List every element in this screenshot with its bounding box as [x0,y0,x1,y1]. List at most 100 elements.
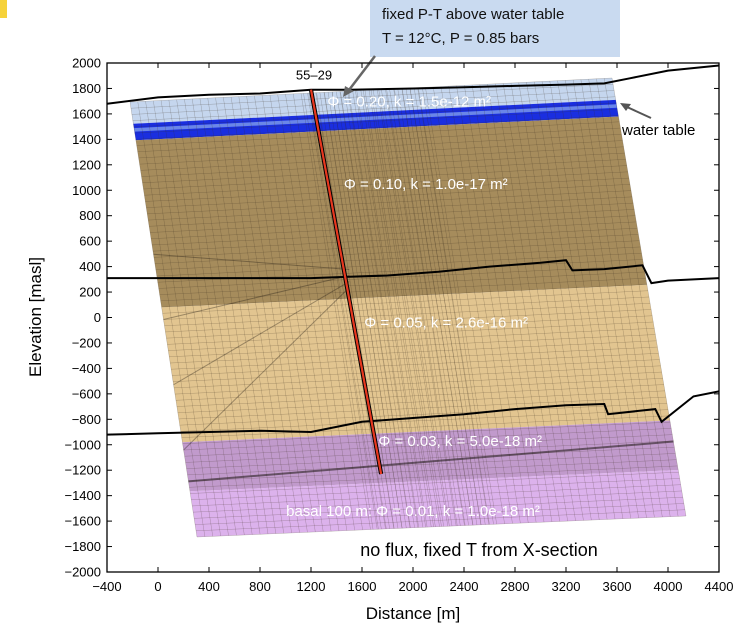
mesh-refined-line [360,90,432,527]
mesh-column-line [308,93,379,530]
y-tick-label: −1000 [64,437,101,452]
y-tick-label: −200 [72,335,101,350]
corner-highlight [0,0,7,18]
mesh-row-line [135,115,619,140]
mesh-row-line [147,190,632,215]
mesh-column-line [331,91,403,529]
mesh-refined-line [356,90,428,528]
mesh-column-line [184,99,253,535]
mesh-refined-line [340,91,411,528]
mesh-row-line [191,478,680,500]
boundary-line-topography [107,64,719,105]
mesh-refined-line [303,93,374,530]
mesh-column-line [495,83,568,522]
mesh-column-line [191,98,261,535]
mesh-row-line [154,240,640,264]
y-tick-label: 800 [79,208,101,223]
mesh-row-line [163,296,650,320]
mesh-column-line [153,100,221,537]
mesh-row-line [186,446,675,469]
mesh-row-line [181,415,670,438]
mesh-column-line [487,84,561,522]
water-table-arrow [626,106,652,119]
mesh-column-line [394,88,466,526]
x-tick-label: 800 [249,579,271,594]
y-tick-label: −1400 [64,488,101,503]
callout-line-1: fixed P-T above water table [382,6,565,23]
mesh-row-line [158,265,644,289]
mesh-column-line [269,94,340,531]
y-tick-label: 400 [79,259,101,274]
mesh-refined-ray [163,275,350,320]
mesh-column-line [464,85,537,523]
mesh-column-line [168,100,237,536]
x-tick-label: 2000 [399,579,428,594]
mesh-column-line [129,101,198,538]
y-tick-label: −2000 [64,565,101,580]
mesh-row-line [159,271,645,295]
mesh-refined-line [352,90,424,528]
mesh-column-line [285,94,355,531]
mesh-column-line [526,82,600,520]
mesh-column-line [238,96,308,533]
mesh-column-line [355,90,426,528]
mesh-refined-line [331,91,403,529]
mesh-row-line [166,315,653,339]
mesh-row-line [144,171,628,196]
mesh-row-line [155,246,641,271]
mesh-row-line [149,202,634,227]
mesh-refined-line [348,91,420,528]
mesh-column-line [137,101,206,537]
mesh-row-line [174,371,662,395]
y-tick-label: −800 [72,412,101,427]
mesh-refined-line [307,93,378,530]
mesh-row-line [170,340,657,364]
mesh-column-line [534,81,608,520]
mesh-row-line [168,328,655,351]
mesh-refined-line [422,87,494,525]
mesh-row-line [152,227,638,252]
y-tick-label: 1200 [72,157,101,172]
mesh-row-line [169,334,656,358]
y-tick-label: 1000 [72,183,101,198]
mesh-column-line [176,99,245,536]
mesh-row-line [133,102,617,128]
zone-label-5: basal 100 m: Φ = 0.01, k = 1.0e-18 m² [286,503,540,520]
mesh-row-line [177,390,665,413]
x-tick-label: 3200 [552,579,581,594]
x-tick-label: 1600 [348,579,377,594]
mesh-row-line [164,303,651,326]
mesh-column-line [293,93,363,530]
zone-upper [135,116,647,308]
mesh-refined-line [364,90,436,527]
mesh-column-line [246,96,316,532]
mesh-row-line [153,234,639,258]
mesh-refined-line [405,88,478,526]
mesh-row-line [138,134,622,159]
mesh-refined-line [368,90,440,527]
mesh-row-line [194,496,683,519]
water-table-arrowhead [620,103,631,111]
mesh-row-line [184,434,673,457]
mesh-column-line [254,95,324,532]
mesh-column-line [223,97,292,533]
mesh-column-line [611,77,687,517]
mesh-column-line [277,94,348,531]
y-tick-label: −1200 [64,463,101,478]
callout-line-2: T = 12°C, P = 0.85 bars [382,30,540,47]
mesh-row-line [185,440,674,463]
mesh-column-line [347,91,419,528]
mesh-refined-line [413,87,486,525]
mesh-row-line [183,428,672,451]
y-tick-label: 200 [79,285,101,300]
mesh-refined-line [323,92,395,529]
mesh-refined-line [385,89,457,526]
x-tick-label: 2400 [450,579,479,594]
x-tick-label: 0 [154,579,161,594]
mesh-refined-ray [183,287,350,451]
mesh-row-line [132,96,616,121]
x-tick-label: 1200 [297,579,326,594]
mesh-row-line [143,165,627,190]
mesh-row-line [161,284,647,308]
water-table-label: water table [621,122,695,139]
